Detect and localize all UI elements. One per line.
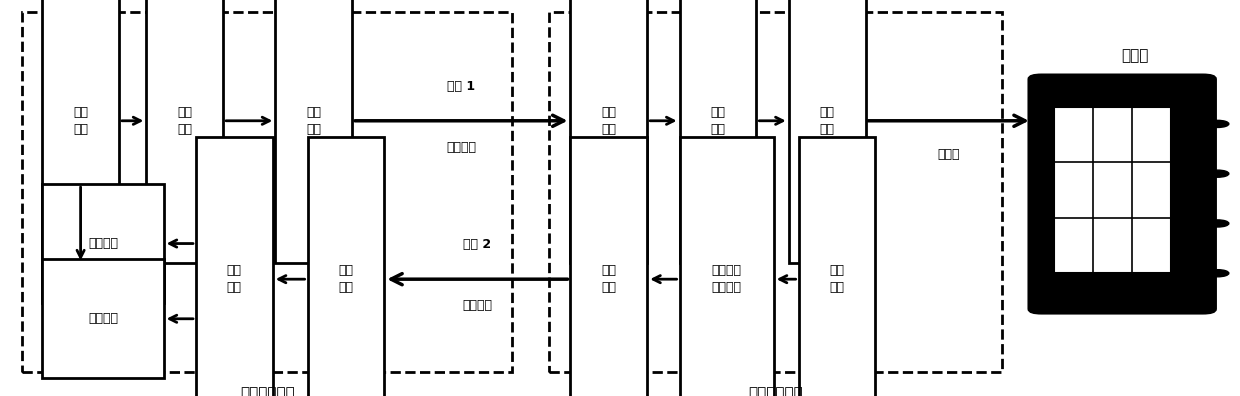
Bar (680, 137, 774, 396)
Text: 放大
电路: 放大 电路 (177, 106, 192, 136)
Bar (570, 137, 647, 396)
Text: 测量通路: 测量通路 (446, 141, 476, 154)
Text: 电源管理: 电源管理 (88, 312, 118, 325)
Bar (549, 12, 1002, 372)
Text: 光电
转换: 光电 转换 (601, 106, 616, 136)
Bar (196, 137, 273, 396)
Text: 光纤 2: 光纤 2 (464, 238, 491, 251)
Bar (789, 0, 866, 263)
Text: 输入
电路: 输入 电路 (73, 106, 88, 136)
Text: 传输系统前端: 传输系统前端 (239, 386, 295, 396)
Circle shape (1207, 270, 1229, 277)
Bar (22, 12, 512, 372)
Bar (1054, 107, 1171, 273)
Bar (146, 0, 223, 263)
Text: 控制命令
生成电路: 控制命令 生成电路 (712, 264, 742, 294)
Text: 示波器: 示波器 (1121, 48, 1148, 63)
Circle shape (1207, 170, 1229, 177)
Text: 放大
电路: 放大 电路 (711, 106, 725, 136)
Bar (42, 184, 164, 303)
Circle shape (1207, 120, 1229, 128)
Text: 光电
转换: 光电 转换 (339, 264, 353, 294)
Text: 控制
模块: 控制 模块 (830, 264, 844, 294)
Text: 标准方波: 标准方波 (88, 237, 118, 250)
FancyBboxPatch shape (1029, 75, 1215, 313)
Bar (308, 137, 384, 396)
Bar (680, 0, 756, 263)
Text: 控制通路: 控制通路 (463, 299, 492, 312)
Text: 传输系统后端: 传输系统后端 (748, 386, 804, 396)
Text: 电光
转换: 电光 转换 (306, 106, 321, 136)
Text: 同轴线: 同轴线 (937, 148, 960, 162)
Bar (799, 137, 875, 396)
Text: 光纤 1: 光纤 1 (448, 80, 475, 93)
Bar (275, 0, 352, 263)
Circle shape (1207, 220, 1229, 227)
Text: 控制
模块: 控制 模块 (227, 264, 242, 294)
Text: 输出
电路: 输出 电路 (820, 106, 835, 136)
Bar (570, 0, 647, 263)
Text: 电光
转换: 电光 转换 (601, 264, 616, 294)
Bar (42, 0, 119, 263)
Bar (42, 259, 164, 378)
